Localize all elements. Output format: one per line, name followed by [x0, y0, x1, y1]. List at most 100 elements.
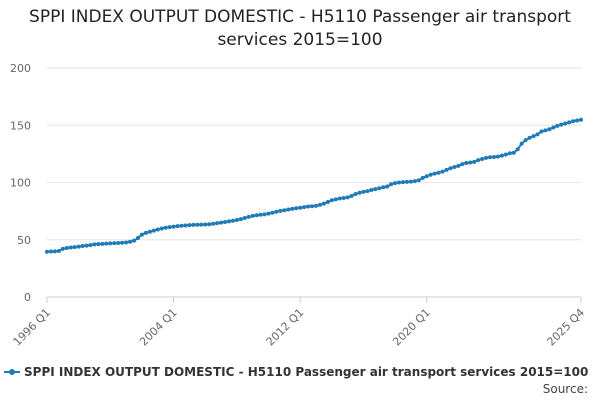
data-point[interactable] [571, 119, 576, 124]
data-point[interactable] [290, 206, 295, 211]
data-point[interactable] [369, 188, 374, 193]
data-point[interactable] [230, 218, 235, 223]
data-point[interactable] [404, 179, 409, 184]
data-point[interactable] [203, 222, 208, 227]
data-point[interactable] [313, 203, 318, 208]
data-point[interactable] [88, 243, 93, 248]
data-point[interactable] [246, 214, 251, 219]
data-point[interactable] [519, 141, 524, 146]
data-point[interactable] [135, 236, 140, 241]
data-point[interactable] [373, 187, 378, 192]
data-point[interactable] [132, 238, 137, 243]
data-point[interactable] [104, 241, 109, 246]
data-point[interactable] [460, 162, 465, 167]
data-point[interactable] [254, 213, 259, 218]
data-point[interactable] [187, 223, 192, 228]
data-point[interactable] [535, 132, 540, 137]
data-point[interactable] [258, 212, 263, 217]
data-point[interactable] [377, 186, 382, 191]
data-point[interactable] [551, 125, 556, 130]
data-point[interactable] [523, 138, 528, 143]
data-point[interactable] [428, 172, 433, 177]
data-point[interactable] [191, 222, 196, 227]
data-point[interactable] [226, 219, 231, 224]
data-point[interactable] [219, 220, 224, 225]
data-point[interactable] [563, 121, 568, 126]
data-point[interactable] [155, 227, 160, 232]
data-point[interactable] [124, 240, 129, 245]
data-point[interactable] [270, 210, 275, 215]
data-point[interactable] [175, 224, 180, 229]
data-point[interactable] [412, 179, 417, 184]
data-point[interactable] [472, 159, 477, 164]
data-point[interactable] [515, 147, 520, 152]
data-point[interactable] [274, 209, 279, 214]
data-point[interactable] [531, 134, 536, 139]
data-point[interactable] [120, 240, 125, 245]
data-point[interactable] [80, 244, 85, 249]
data-point[interactable] [444, 167, 449, 172]
data-point[interactable] [223, 220, 227, 225]
data-point[interactable] [484, 155, 489, 160]
data-point[interactable] [488, 155, 493, 160]
data-point[interactable] [543, 128, 548, 133]
data-point[interactable] [456, 163, 461, 168]
data-point[interactable] [527, 135, 532, 140]
data-point[interactable] [310, 204, 315, 209]
data-point[interactable] [365, 189, 370, 194]
data-point[interactable] [416, 178, 421, 183]
data-point[interactable] [211, 221, 216, 226]
data-point[interactable] [56, 248, 61, 253]
data-point[interactable] [424, 174, 429, 179]
data-point[interactable] [579, 117, 583, 122]
data-point[interactable] [361, 189, 366, 194]
data-point[interactable] [183, 223, 188, 228]
data-point[interactable] [128, 239, 133, 244]
data-point[interactable] [468, 160, 473, 165]
data-point[interactable] [440, 169, 445, 174]
data-point[interactable] [112, 241, 117, 246]
data-point[interactable] [96, 242, 101, 247]
data-point[interactable] [167, 225, 172, 230]
data-point[interactable] [238, 217, 243, 222]
data-point[interactable] [353, 191, 358, 196]
data-point[interactable] [401, 180, 405, 185]
data-point[interactable] [250, 213, 255, 218]
data-point[interactable] [84, 243, 89, 248]
data-point[interactable] [325, 199, 330, 204]
data-point[interactable] [476, 158, 481, 163]
data-point[interactable] [151, 228, 156, 233]
data-point[interactable] [333, 197, 338, 202]
data-point[interactable] [503, 152, 508, 157]
data-point[interactable] [139, 232, 144, 237]
data-point[interactable] [100, 241, 105, 246]
data-point[interactable] [92, 242, 97, 247]
data-point[interactable] [64, 245, 69, 250]
data-point[interactable] [48, 249, 53, 254]
data-point[interactable] [547, 127, 552, 132]
data-point[interactable] [349, 194, 354, 199]
data-point[interactable] [432, 171, 437, 176]
data-point[interactable] [499, 153, 504, 158]
data-point[interactable] [242, 215, 247, 220]
data-point[interactable] [567, 120, 572, 125]
data-point[interactable] [52, 249, 57, 254]
data-point[interactable] [207, 222, 212, 227]
data-point[interactable] [159, 226, 164, 231]
data-point[interactable] [448, 166, 453, 171]
data-point[interactable] [559, 122, 564, 127]
data-point[interactable] [116, 240, 121, 245]
data-point[interactable] [393, 181, 398, 186]
data-point[interactable] [397, 180, 402, 185]
data-point[interactable] [294, 206, 299, 211]
data-point[interactable] [420, 175, 425, 180]
data-point[interactable] [302, 205, 307, 210]
data-point[interactable] [495, 154, 500, 159]
data-point[interactable] [266, 211, 271, 216]
data-point[interactable] [215, 221, 220, 226]
data-point[interactable] [262, 212, 267, 217]
data-point[interactable] [436, 170, 441, 175]
data-point[interactable] [108, 241, 113, 246]
data-point[interactable] [321, 201, 326, 206]
data-point[interactable] [199, 222, 204, 227]
